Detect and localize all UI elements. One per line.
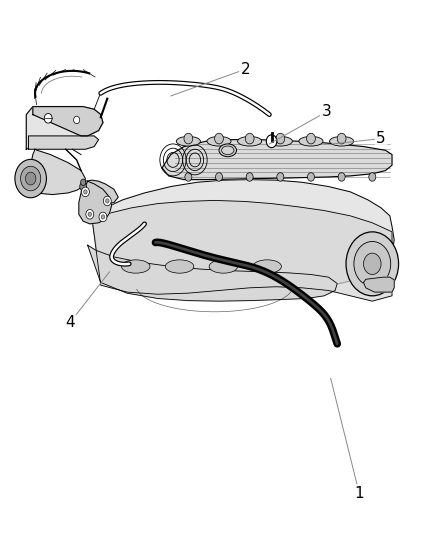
Polygon shape <box>79 181 112 224</box>
Circle shape <box>364 253 381 274</box>
Polygon shape <box>162 140 392 180</box>
Text: 5: 5 <box>376 131 386 146</box>
Polygon shape <box>88 245 337 301</box>
Circle shape <box>86 209 94 219</box>
Ellipse shape <box>207 136 231 146</box>
Ellipse shape <box>253 260 281 273</box>
Polygon shape <box>92 200 392 301</box>
Ellipse shape <box>209 260 237 273</box>
Circle shape <box>15 159 46 198</box>
Circle shape <box>338 173 345 181</box>
Circle shape <box>84 190 87 194</box>
Ellipse shape <box>219 144 237 157</box>
Circle shape <box>245 133 254 144</box>
Ellipse shape <box>237 136 261 146</box>
Circle shape <box>266 135 277 148</box>
Circle shape <box>215 133 223 144</box>
Ellipse shape <box>176 136 200 146</box>
Circle shape <box>246 173 253 181</box>
Circle shape <box>215 173 223 181</box>
Polygon shape <box>33 107 103 136</box>
Circle shape <box>101 215 105 219</box>
Polygon shape <box>26 107 103 149</box>
Circle shape <box>307 173 314 181</box>
Ellipse shape <box>299 136 323 146</box>
Circle shape <box>337 133 346 144</box>
Circle shape <box>307 133 315 144</box>
Ellipse shape <box>268 136 293 146</box>
Circle shape <box>99 212 107 222</box>
Circle shape <box>346 232 399 296</box>
Circle shape <box>277 173 284 181</box>
Circle shape <box>44 114 52 123</box>
Circle shape <box>184 133 193 144</box>
Circle shape <box>369 173 376 181</box>
Circle shape <box>276 133 285 144</box>
Polygon shape <box>28 136 99 149</box>
Text: 4: 4 <box>65 315 75 330</box>
Polygon shape <box>364 277 394 292</box>
Circle shape <box>25 172 36 185</box>
Circle shape <box>185 173 192 181</box>
Polygon shape <box>81 180 118 204</box>
Circle shape <box>88 212 92 216</box>
Circle shape <box>103 196 111 206</box>
Ellipse shape <box>165 260 194 273</box>
Circle shape <box>74 116 80 124</box>
Circle shape <box>80 182 87 191</box>
Text: 3: 3 <box>321 104 331 119</box>
Ellipse shape <box>329 136 354 146</box>
Polygon shape <box>28 149 85 195</box>
Circle shape <box>21 166 41 191</box>
Circle shape <box>106 199 109 203</box>
Text: 2: 2 <box>240 62 250 77</box>
Text: 1: 1 <box>354 486 364 500</box>
Polygon shape <box>92 180 394 296</box>
Circle shape <box>81 187 89 197</box>
Ellipse shape <box>121 260 150 273</box>
Circle shape <box>354 241 391 286</box>
Ellipse shape <box>222 146 234 155</box>
Circle shape <box>81 179 86 185</box>
